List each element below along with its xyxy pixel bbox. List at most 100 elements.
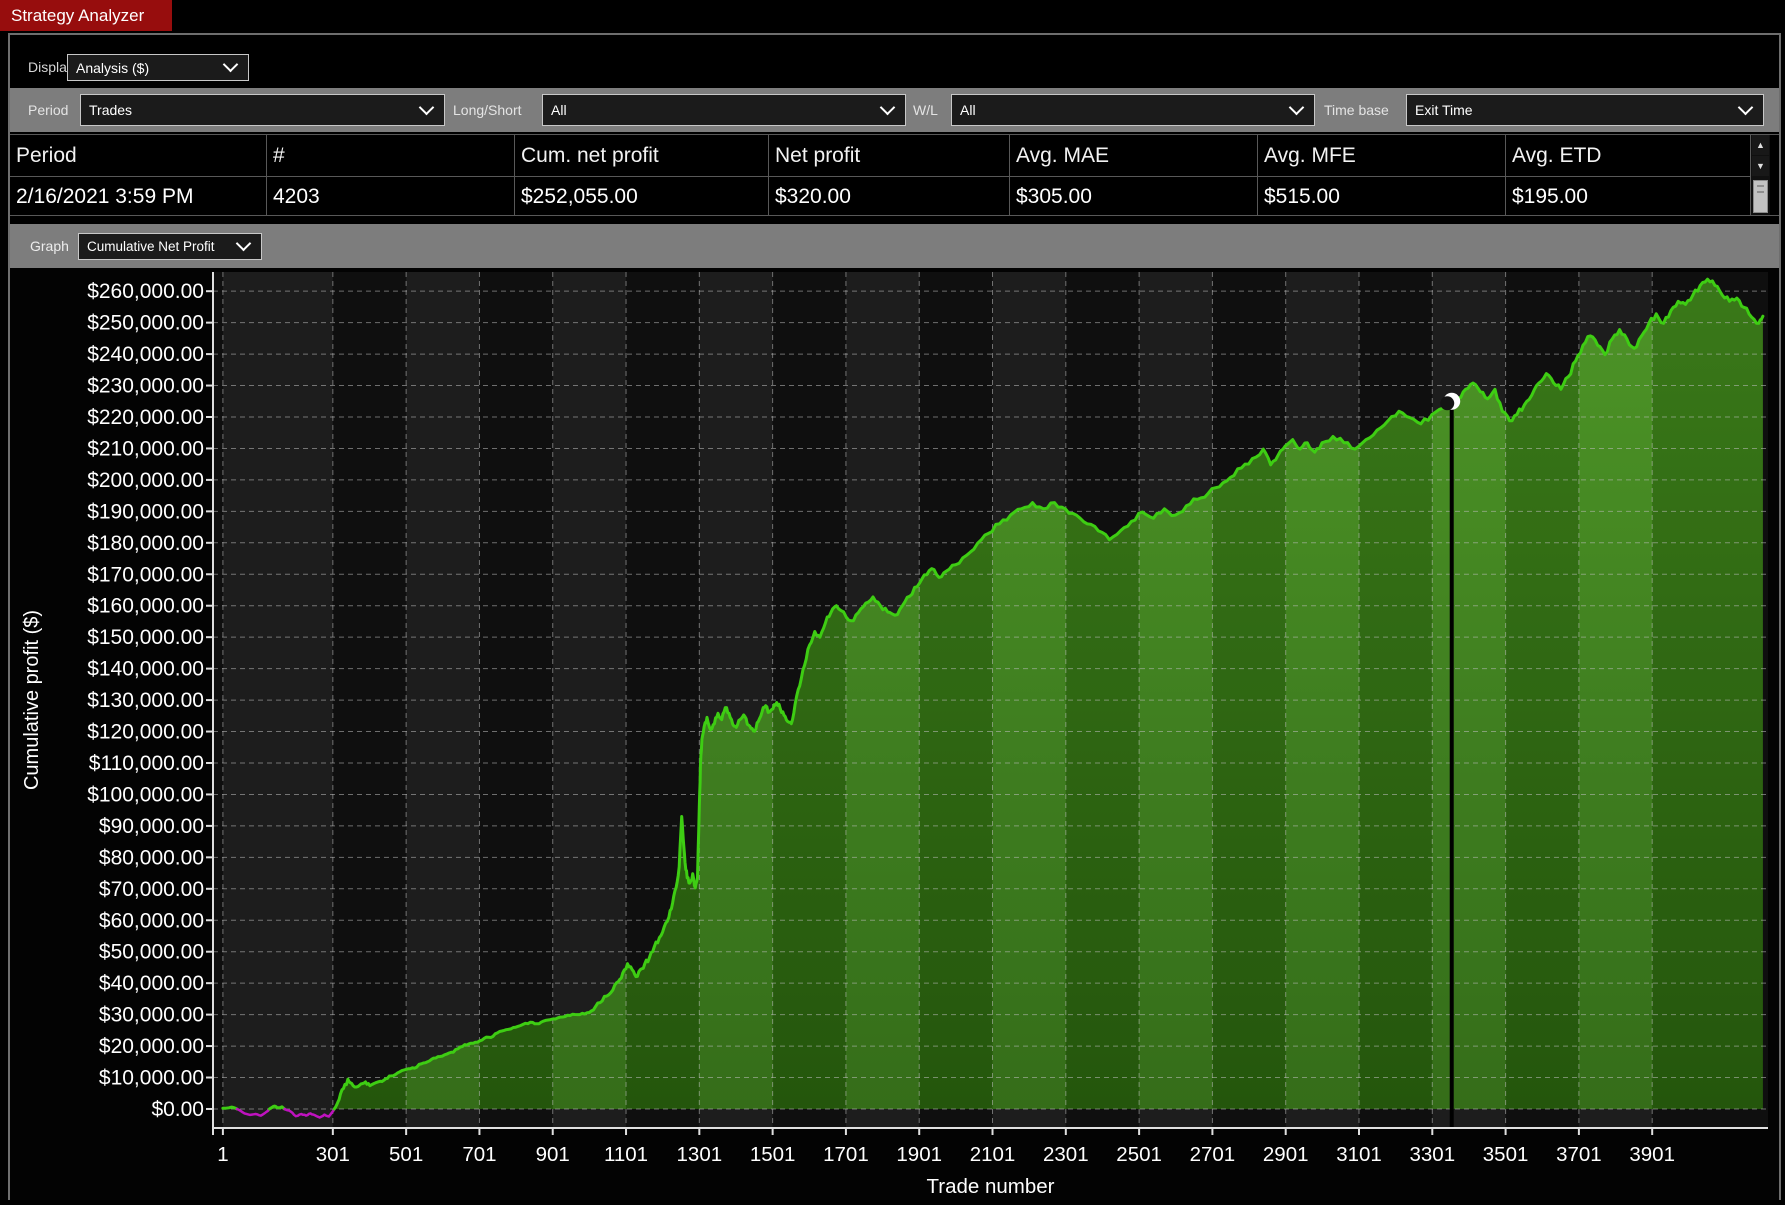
x-tick-label: 3701 [1556,1143,1602,1166]
display-dropdown[interactable]: Analysis ($) [67,54,249,81]
selected-trade-marker[interactable] [1440,392,1461,411]
y-tick-label: $210,000.00 [87,437,204,460]
profit-curve [221,277,1765,1119]
axis-ticks [206,290,1654,1135]
y-tick-label: $60,000.00 [99,909,204,932]
y-tick-label: $80,000.00 [99,846,204,869]
y-axis-title: Cumulative profit ($) [21,610,43,790]
gridlines [213,272,1768,1128]
y-tick-label: $230,000.00 [87,375,204,398]
x-tick-label: 3301 [1409,1143,1455,1166]
cumulative-profit-chart[interactable]: $0.00 $10,000.00 $20,000.00 $30,000.00 $40,0… [10,268,1779,1200]
y-tick-label: $220,000.00 [87,406,204,429]
table-cell: $195.00 [1506,177,1751,216]
x-tick-label: 701 [462,1143,496,1166]
chart-svg[interactable]: $0.00 $10,000.00 $20,000.00 $30,000.00 $40,0… [10,268,1779,1200]
y-tick-label: $100,000.00 [87,783,204,806]
period-label: Period [28,102,69,118]
chevron-down-icon [1288,99,1305,115]
wl-label: W/L [913,102,938,118]
chevron-down-icon [1737,99,1754,115]
long-short-label: Long/Short [453,102,522,118]
profit-area-fill [222,279,1763,1109]
y-tick-label: $200,000.00 [87,469,204,492]
y-tick-label: $10,000.00 [99,1067,204,1090]
y-tick-label: $40,000.00 [99,972,204,995]
y-tick-label: $250,000.00 [87,312,204,335]
time-base-dropdown[interactable]: Exit Time [1406,94,1764,126]
scroll-down-icon[interactable]: ▼ [1752,156,1769,176]
wl-dropdown[interactable]: All [951,94,1315,126]
table-cell: 4203 [267,177,515,216]
y-tick-label: $160,000.00 [87,595,204,618]
x-tick-label: 301 [316,1143,350,1166]
x-tick-label: 1101 [604,1143,648,1166]
x-tick-label: 1901 [896,1143,942,1166]
column-header-period[interactable]: Period [10,135,267,176]
x-tick-label: 2101 [970,1143,1016,1166]
x-tick-label: 1501 [750,1143,796,1166]
time-base-label: Time base [1324,102,1389,118]
tab-title: Strategy Analyzer [11,6,145,25]
x-tick-label: 1301 [677,1143,723,1166]
x-tick-label: 2701 [1190,1143,1236,1166]
display-dropdown-value: Analysis ($) [76,59,150,76]
y-tick-label: $50,000.00 [99,941,204,964]
scroll-up-icon[interactable]: ▲ [1752,135,1769,155]
column-header-cum-net-profit[interactable]: Cum. net profit [515,135,769,176]
long-short-dropdown-value: All [551,102,567,118]
y-tick-label: $170,000.00 [87,563,204,586]
chevron-down-icon [222,56,239,73]
table-cell: $320.00 [769,177,1010,216]
x-tick-label: 2501 [1116,1143,1162,1166]
graph-type-dropdown[interactable]: Cumulative Net Profit [78,233,262,260]
table-scrollbar[interactable]: ▲ ▼ [1751,135,1770,215]
long-short-dropdown[interactable]: All [542,94,906,126]
y-tick-label: $110,000.00 [89,752,204,775]
y-tick-label: $120,000.00 [87,721,204,744]
x-tick-label: 501 [389,1143,423,1166]
x-tick-label: 1 [217,1143,228,1166]
y-tick-label: $260,000.00 [87,280,204,303]
scrollbar-thumb[interactable] [1753,180,1768,213]
display-label: Display [28,59,74,75]
period-dropdown[interactable]: Trades [80,94,445,126]
y-tick-label: $180,000.00 [87,532,204,555]
y-tick-label: $20,000.00 [99,1035,204,1058]
chevron-down-icon [418,99,435,115]
summary-table: Period # Cum. net profit Net profit Avg. MAE… [10,134,1779,216]
graph-type-dropdown-value: Cumulative Net Profit [87,239,215,254]
table-header-row: Period # Cum. net profit Net profit Avg. MAE… [10,135,1751,177]
x-tick-label: 901 [536,1143,570,1166]
x-tick-label: 3101 [1336,1143,1382,1166]
chevron-down-icon [879,99,896,115]
x-tick-label: 2901 [1263,1143,1309,1166]
x-tick-label: 3501 [1483,1143,1529,1166]
table-cell: $252,055.00 [515,177,769,216]
x-axis-title: Trade number [927,1175,1055,1198]
column-header-avg-etd[interactable]: Avg. ETD [1506,135,1751,176]
y-tick-label: $0.00 [151,1098,204,1121]
strategy-analyzer-window: Display Analysis ($) Period Trades Long/… [8,33,1781,1200]
wl-dropdown-value: All [960,102,976,118]
strategy-analyzer-tab[interactable]: Strategy Analyzer [0,0,172,31]
column-header--[interactable]: # [267,135,515,176]
y-tick-label: $240,000.00 [87,343,204,366]
table-cell: $515.00 [1258,177,1506,216]
y-tick-label: $140,000.00 [87,658,204,681]
y-tick-label: $90,000.00 [99,815,204,838]
chevron-down-icon [235,235,252,252]
x-tick-label: 1701 [823,1143,869,1166]
period-dropdown-value: Trades [89,102,133,118]
x-tick-label: 2301 [1043,1143,1089,1166]
y-tick-label: $130,000.00 [87,689,204,712]
graph-label: Graph [30,238,69,254]
time-base-dropdown-value: Exit Time [1415,102,1473,118]
table-row[interactable]: 2/16/2021 3:59 PM 4203 $252,055.00 $320.00 $… [10,177,1751,216]
y-tick-label: $190,000.00 [87,500,204,523]
column-header-avg-mfe[interactable]: Avg. MFE [1258,135,1506,176]
column-header-avg-mae[interactable]: Avg. MAE [1010,135,1258,176]
y-tick-label: $30,000.00 [99,1004,204,1027]
column-header-net-profit[interactable]: Net profit [769,135,1010,176]
table-cell: 2/16/2021 3:59 PM [10,177,267,216]
